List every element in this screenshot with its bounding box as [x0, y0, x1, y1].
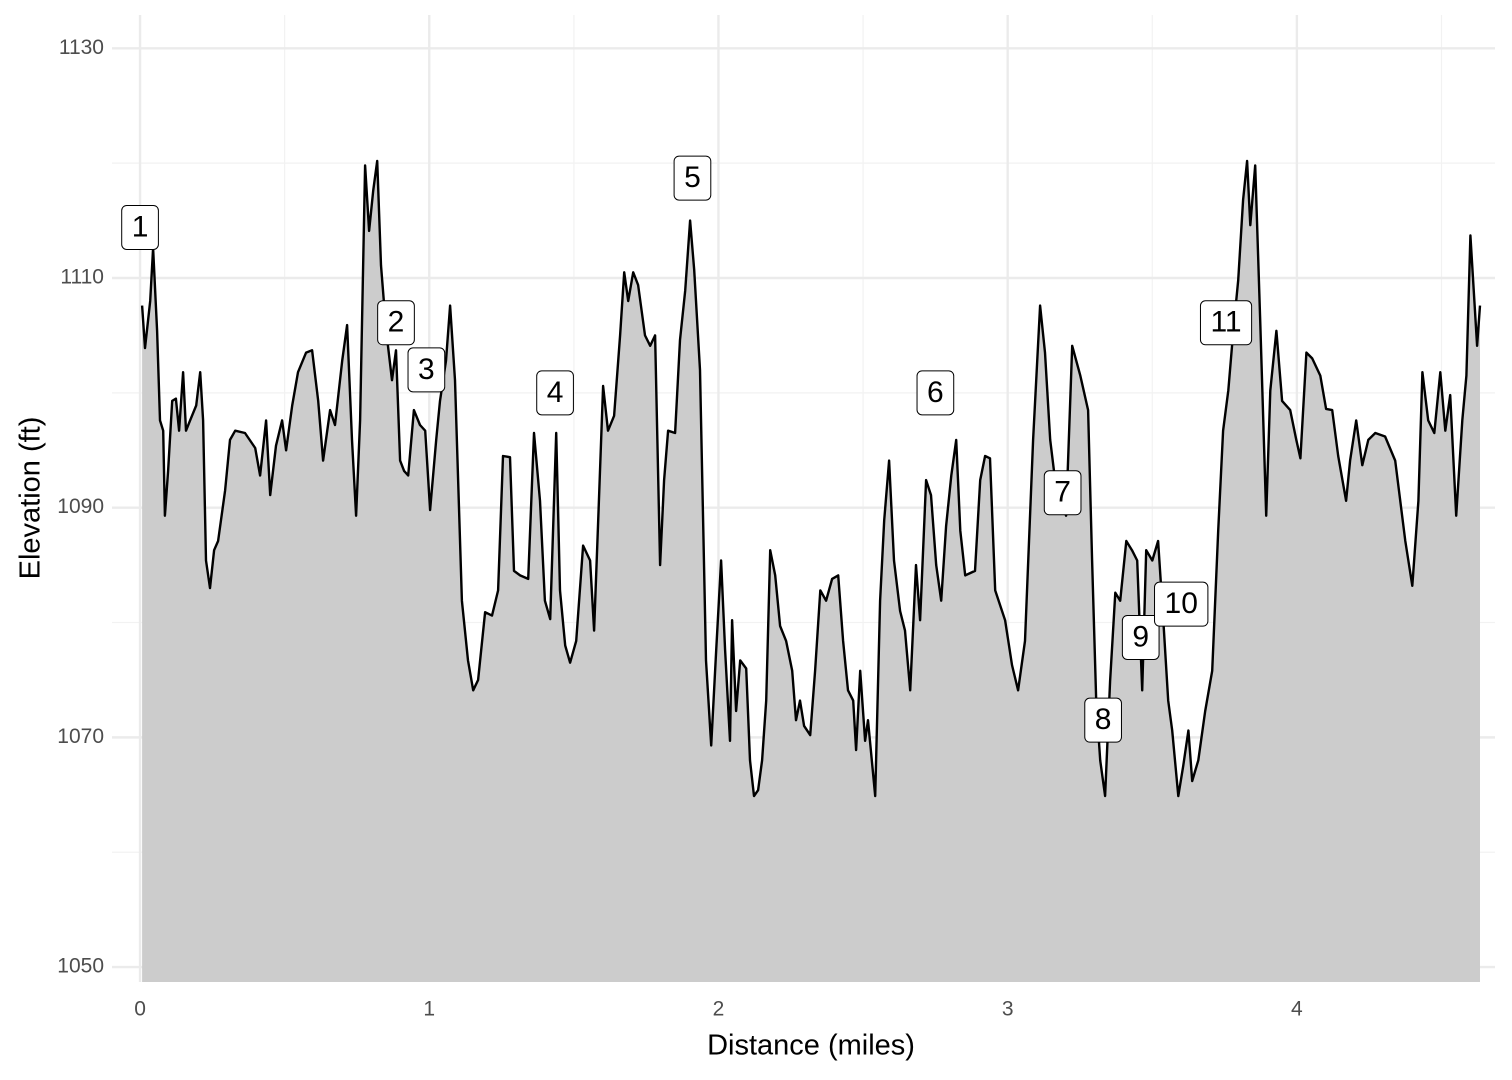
x-tick-label: 1	[423, 998, 435, 1021]
annotation-label: 5	[684, 161, 701, 194]
annotation: 5	[673, 155, 712, 201]
y-tick-label: 1110	[60, 266, 104, 289]
annotation-label: 9	[1132, 620, 1149, 653]
y-tick-label: 1070	[57, 725, 104, 748]
annotation: 3	[407, 347, 446, 393]
annotation-box	[407, 347, 446, 393]
x-axis-title: Distance (miles)	[707, 1030, 915, 1062]
x-tick-label: 0	[134, 998, 146, 1021]
annotation: 7	[1043, 470, 1082, 516]
annotation-box	[916, 370, 955, 416]
annotation: 11	[1199, 300, 1253, 346]
x-tick-label: 3	[1002, 998, 1014, 1021]
marks	[140, 159, 1482, 982]
elevation-line	[140, 159, 1482, 798]
elevation-area	[142, 160, 1481, 982]
annotation-label: 11	[1210, 306, 1241, 339]
x-tick-label: 2	[713, 998, 725, 1021]
annotation: 2	[377, 300, 415, 346]
annotation-label: 2	[388, 306, 405, 339]
y-axis-title: Elevation (ft)	[15, 417, 47, 580]
annotation-box	[1199, 300, 1253, 346]
y-tick-label: 1090	[57, 495, 104, 518]
y-tick-label: 1050	[57, 955, 104, 978]
annotation: 10	[1154, 581, 1209, 627]
annotation-box	[121, 204, 159, 250]
annotation: 4	[536, 370, 574, 416]
y-tick-label: 1130	[59, 36, 104, 59]
annotation-label: 1	[132, 210, 149, 243]
annotation-label: 3	[418, 353, 435, 386]
annotation: 8	[1084, 697, 1122, 743]
annotation-box	[673, 155, 712, 201]
annotation-box	[1043, 470, 1082, 516]
annotation-label: 10	[1165, 587, 1198, 620]
x-tick-label: 4	[1291, 998, 1303, 1021]
annotation-box	[377, 300, 415, 346]
annotation: 6	[916, 370, 955, 416]
annotation-box	[1121, 614, 1160, 660]
annotation-label: 7	[1054, 476, 1071, 509]
annotation-box	[536, 370, 574, 416]
annotation: 1	[121, 204, 159, 250]
annotation-box	[1084, 697, 1122, 743]
annotation-label: 6	[927, 376, 944, 409]
annotation-label: 8	[1095, 703, 1112, 736]
annotation-box	[1154, 581, 1209, 627]
annotation-label: 4	[547, 376, 564, 409]
annotation: 9	[1121, 614, 1160, 660]
